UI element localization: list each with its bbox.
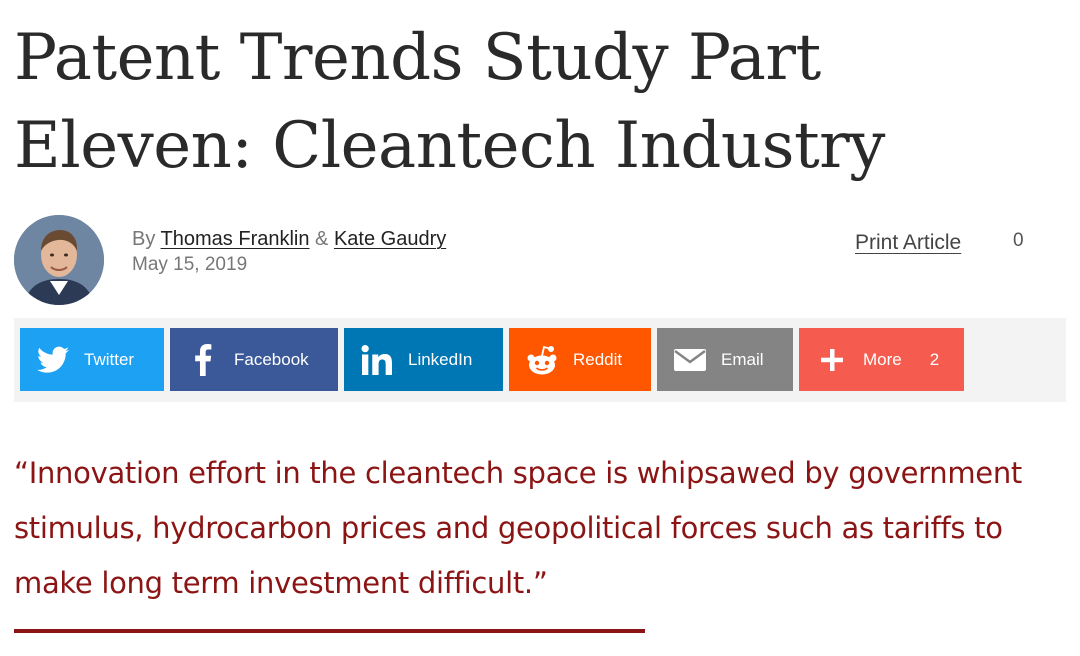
share-bar: Twitter Facebook LinkedIn	[14, 318, 1066, 402]
byline: By Thomas Franklin & Kate Gaudry	[132, 226, 446, 252]
article-title: Patent Trends Study Part Eleven: Cleante…	[14, 21, 885, 183]
author-link-thomas-franklin[interactable]: Thomas Franklin	[160, 228, 310, 250]
author-avatar	[14, 215, 104, 305]
share-facebook-button[interactable]: Facebook	[170, 328, 338, 391]
share-twitter-button[interactable]: Twitter	[20, 328, 164, 391]
share-linkedin-label: LinkedIn	[408, 349, 473, 369]
twitter-bird-icon	[36, 343, 70, 377]
print-article-link[interactable]: Print Article	[855, 231, 962, 254]
publish-date: May 15, 2019	[132, 254, 248, 275]
share-email-button[interactable]: Email	[657, 328, 793, 391]
share-twitter-label: Twitter	[84, 349, 135, 369]
linkedin-in-icon	[360, 343, 394, 377]
share-reddit-button[interactable]: Reddit	[509, 328, 651, 391]
envelope-icon	[673, 343, 707, 377]
share-facebook-label: Facebook	[234, 349, 309, 369]
share-more-label: More	[863, 349, 902, 369]
plus-icon	[815, 343, 849, 377]
byline-prefix: By	[132, 228, 156, 250]
author-separator: &	[315, 228, 329, 250]
share-email-label: Email	[721, 349, 764, 369]
share-more-count: 2	[929, 349, 940, 369]
reddit-alien-icon	[525, 343, 559, 377]
pull-quote: “Innovation effort in the cleantech spac…	[14, 456, 1022, 600]
quote-divider	[14, 629, 645, 633]
share-reddit-label: Reddit	[573, 349, 623, 369]
facebook-f-icon	[186, 343, 220, 377]
share-more-button[interactable]: More 2	[799, 328, 964, 391]
comment-count[interactable]: 0	[1013, 230, 1024, 251]
share-linkedin-button[interactable]: LinkedIn	[344, 328, 503, 391]
author-link-kate-gaudry[interactable]: Kate Gaudry	[333, 228, 447, 250]
